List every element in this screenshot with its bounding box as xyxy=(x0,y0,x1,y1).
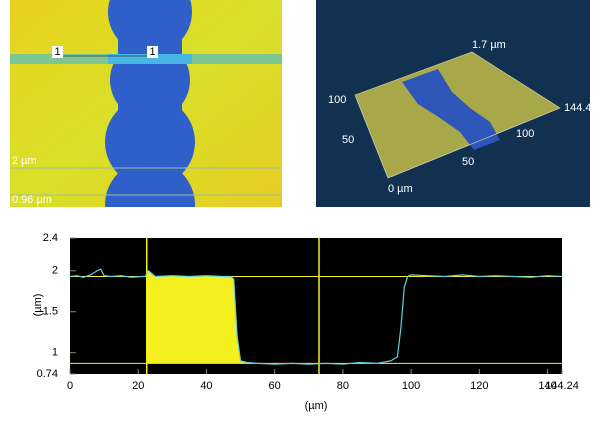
x-tick-label: 144.24 xyxy=(545,380,579,392)
cursor-label: 1 xyxy=(149,46,155,58)
cursor-box xyxy=(147,46,158,58)
x-axis-label: (µm) xyxy=(305,400,328,412)
axis-label: 144.4 xyxy=(564,102,592,114)
axis-label: 50 xyxy=(342,134,354,146)
microscope-image xyxy=(10,0,282,207)
axis xyxy=(354,94,389,179)
surface-trench xyxy=(402,69,500,150)
plot-area xyxy=(70,238,562,374)
x-tick-label: 140 xyxy=(538,380,556,392)
axis-label: 0 µm xyxy=(388,183,413,195)
y-tick-label: 1.5 xyxy=(43,306,58,318)
x-tick-label: 0 xyxy=(67,380,73,392)
axis-label: 50 xyxy=(462,156,474,168)
x-tick-label: 120 xyxy=(470,380,488,392)
axis xyxy=(387,107,561,179)
axis-label: 1.7 µm xyxy=(472,39,506,51)
cursor-box xyxy=(52,46,63,58)
axis-label: 100 xyxy=(516,128,534,140)
x-tick-label: 20 xyxy=(132,380,144,392)
axis-label: 100 xyxy=(328,94,346,106)
x-tick-label: 40 xyxy=(200,380,212,392)
cursor-label: 1 xyxy=(54,46,60,58)
level-label: 0.96 µm xyxy=(12,194,52,206)
y-tick-label: 1 xyxy=(52,347,58,359)
y-tick-label: 2.4 xyxy=(43,232,58,244)
y-axis-label: (µm) xyxy=(32,294,44,317)
x-tick-label: 100 xyxy=(402,380,420,392)
x-tick-label: 80 xyxy=(337,380,349,392)
measured-region xyxy=(146,270,248,364)
x-tick-label: 60 xyxy=(269,380,281,392)
y-tick-label: 2 xyxy=(52,265,58,277)
profile-line xyxy=(69,268,563,365)
level-label: 2 µm xyxy=(12,155,37,167)
y-tick-label: 0.74 xyxy=(37,368,58,380)
